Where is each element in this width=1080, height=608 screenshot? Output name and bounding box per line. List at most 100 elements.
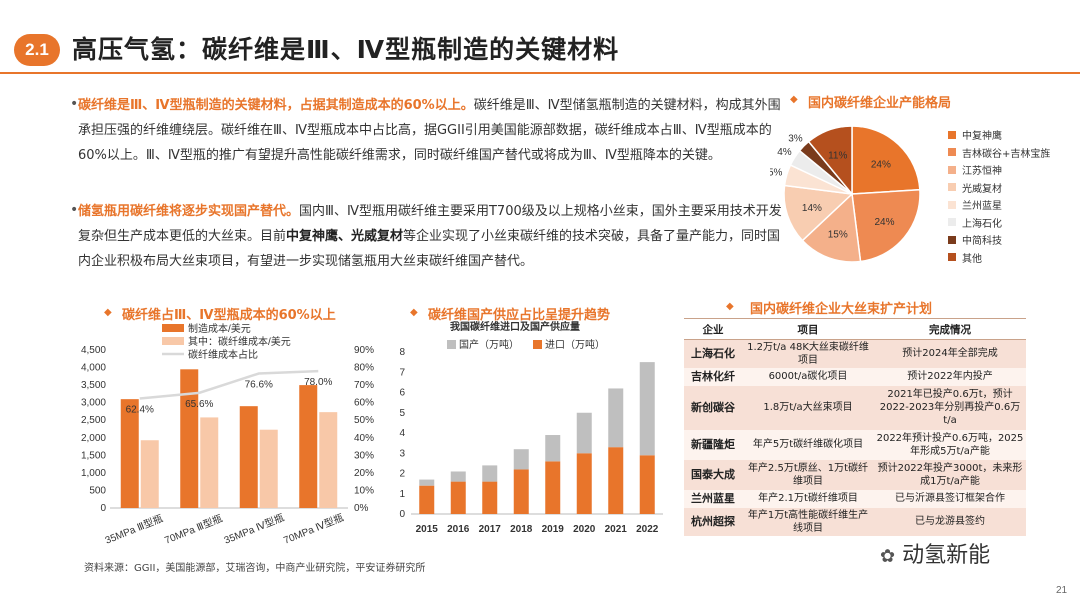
y-axis-left-tick: 2,000	[81, 433, 106, 444]
watermark-logo: ✿ 动氢新能	[880, 537, 990, 569]
bar-manufacturing-cost	[120, 399, 139, 508]
table-row: 兰州蓝星 年产2.1万t碳纤维项目 已与沂源县签订框架合作	[684, 489, 1026, 508]
share-data-label: 62.4%	[126, 404, 154, 415]
legend-label: 中简科技	[962, 236, 1002, 248]
wechat-icon: ✿	[880, 546, 896, 567]
y-axis-tick: 7	[399, 367, 405, 378]
table-row: 新创碳谷 1.8万t/a大丝束项目 2021年已投产0.6万t，预计2022-2…	[684, 385, 1026, 430]
pie-chart: 24% 24% 15% 14% 5% 4% 3% 11%	[770, 125, 921, 263]
pie-legend-item: 中简科技	[948, 231, 1050, 249]
bar-import	[639, 455, 655, 514]
title-divider	[0, 72, 1080, 74]
y-axis-right-tick: 80%	[354, 363, 374, 374]
legend-swatch	[948, 200, 956, 209]
legend-label: 国产（万吨）	[459, 338, 519, 351]
bar-import	[513, 469, 529, 514]
stack-chart-inner-title: 我国碳纤维进口及国产供应量	[450, 320, 580, 333]
watermark-text: 动氢新能	[902, 543, 991, 568]
pie-legend-item: 其他	[948, 249, 1050, 267]
x-axis-year-label: 2018	[510, 524, 533, 535]
pie-slice-label: 3%	[788, 133, 803, 144]
pie-slice	[851, 188, 921, 263]
legend-label: 碳纤维成本占比	[188, 348, 258, 361]
legend-swatch	[162, 337, 184, 345]
y-axis-tick: 5	[399, 408, 405, 419]
pie-slice-label: 24%	[871, 159, 891, 170]
table-cell-project: 年产2.1万t碳纤维项目	[742, 489, 874, 508]
table-cell-status: 已与龙游县签约	[874, 507, 1026, 536]
legend-swatch	[948, 148, 956, 157]
pie-legend-item: 吉林碳谷+吉林宝旌	[948, 144, 1050, 162]
pie-slice-label: 14%	[802, 203, 822, 214]
bar-carbon-fiber-cost	[319, 412, 338, 508]
pie-legend-item: 兰州蓝星	[948, 196, 1050, 214]
legend-swatch	[447, 340, 456, 349]
table-cell-company: 上海石化	[684, 339, 742, 368]
page-title: 高压气氢：碳纤维是Ⅲ、Ⅳ型瓶制造的关键材料	[72, 35, 620, 64]
table-cell-company: 新疆隆炬	[684, 429, 742, 460]
x-axis-year-label: 2016	[447, 524, 470, 535]
pie-slice-label: 24%	[874, 217, 894, 228]
x-axis-year-label: 2022	[636, 524, 659, 535]
bar-domestic	[545, 435, 561, 462]
bar-carbon-fiber-cost	[200, 417, 219, 508]
legend-swatch	[948, 130, 956, 139]
y-axis-left-tick: 2,500	[81, 415, 106, 426]
bar-domestic	[450, 471, 466, 482]
legend-label: 中复神鹰	[962, 131, 1002, 143]
pie-slice-label: 5%	[770, 168, 783, 179]
x-axis-category-label: 70MPa Ⅳ型瓶	[282, 511, 346, 547]
source-note: 资料来源：GGII，美国能源部，艾瑞咨询，中商产业研究院，平安证券研究所	[84, 563, 426, 574]
y-axis-tick: 6	[399, 388, 405, 399]
legend-swatch	[162, 324, 184, 332]
bullet-1-highlight: 碳纤维是Ⅲ、Ⅳ型瓶制造的关键材料，占据其制造成本的60%以上。	[78, 98, 474, 113]
bar-import	[545, 461, 561, 514]
bar-domestic	[576, 412, 592, 454]
y-axis-left-tick: 3,500	[81, 380, 106, 391]
pie-slice-label: 11%	[828, 150, 847, 161]
bar-carbon-fiber-cost	[140, 440, 159, 508]
legend-swatch	[948, 235, 956, 244]
pie-slice-label: 15%	[828, 230, 848, 241]
legend-swatch	[948, 183, 956, 192]
bullet-paragraph-2: 储氢瓶用碳纤维将逐步实现国产替代。国内Ⅲ、Ⅳ型瓶用碳纤维主要采用T700级及以上…	[78, 199, 786, 274]
share-data-label: 78.0%	[304, 377, 332, 388]
table-cell-status: 预计2024年全部完成	[874, 339, 1026, 368]
x-axis-year-label: 2020	[573, 524, 596, 535]
bullet-2-highlight: 储氢瓶用碳纤维将逐步实现国产替代。	[78, 204, 300, 219]
x-axis-category-label: 70MPa Ⅲ型瓶	[163, 512, 225, 547]
bar-domestic	[513, 449, 529, 470]
bar-domestic	[608, 388, 624, 448]
table-cell-status: 2022年预计投产0.6万吨，2025年形成5万t/a产能	[874, 429, 1026, 460]
table-header-status: 完成情况	[874, 318, 1026, 340]
table-cell-project: 年产2.5万t原丝、1万t碳纤维项目	[742, 459, 874, 490]
x-axis-category-label: 35MPa Ⅳ型瓶	[222, 511, 286, 547]
bar-chart: 0 500 1,000 1,500 2,000 2,500 3,000 3,500 4,000 4…	[81, 322, 374, 547]
table-cell-project: 1.2万t/a 48K大丝束碳纤维项目	[742, 339, 874, 368]
diamond-icon: ◆	[104, 307, 112, 318]
legend-label: 上海石化	[962, 218, 1002, 230]
bar-manufacturing-cost	[180, 369, 199, 508]
table-cell-company: 兰州蓝星	[684, 489, 742, 508]
diamond-icon: ◆	[790, 94, 798, 105]
x-axis-year-label: 2021	[605, 524, 628, 535]
y-axis-tick: 3	[399, 448, 405, 459]
table-header-project: 项目	[742, 318, 874, 340]
y-axis-tick: 1	[399, 489, 405, 500]
bar-domestic	[419, 479, 435, 486]
pie-slice	[801, 192, 862, 263]
bar-import	[419, 485, 435, 514]
x-axis-year-label: 2017	[479, 524, 502, 535]
legend-label: 制造成本/美元	[188, 322, 251, 335]
y-axis-left-tick: 1,000	[81, 468, 106, 479]
bar-carbon-fiber-cost	[259, 429, 278, 508]
bullet-marker: •	[70, 96, 79, 112]
bar-manufacturing-cost	[239, 406, 258, 508]
share-line	[139, 369, 319, 400]
table-cell-company: 杭州超探	[684, 507, 742, 536]
pie-slice	[783, 184, 854, 242]
y-axis-right-tick: 20%	[354, 468, 374, 479]
stack-chart-title: 碳纤维国产供应占比呈提升趋势	[428, 308, 611, 323]
table-row: 上海石化 1.2万t/a 48K大丝束碳纤维项目 预计2024年全部完成	[684, 339, 1026, 368]
table-cell-project: 1.8万t/a大丝束项目	[742, 385, 874, 430]
